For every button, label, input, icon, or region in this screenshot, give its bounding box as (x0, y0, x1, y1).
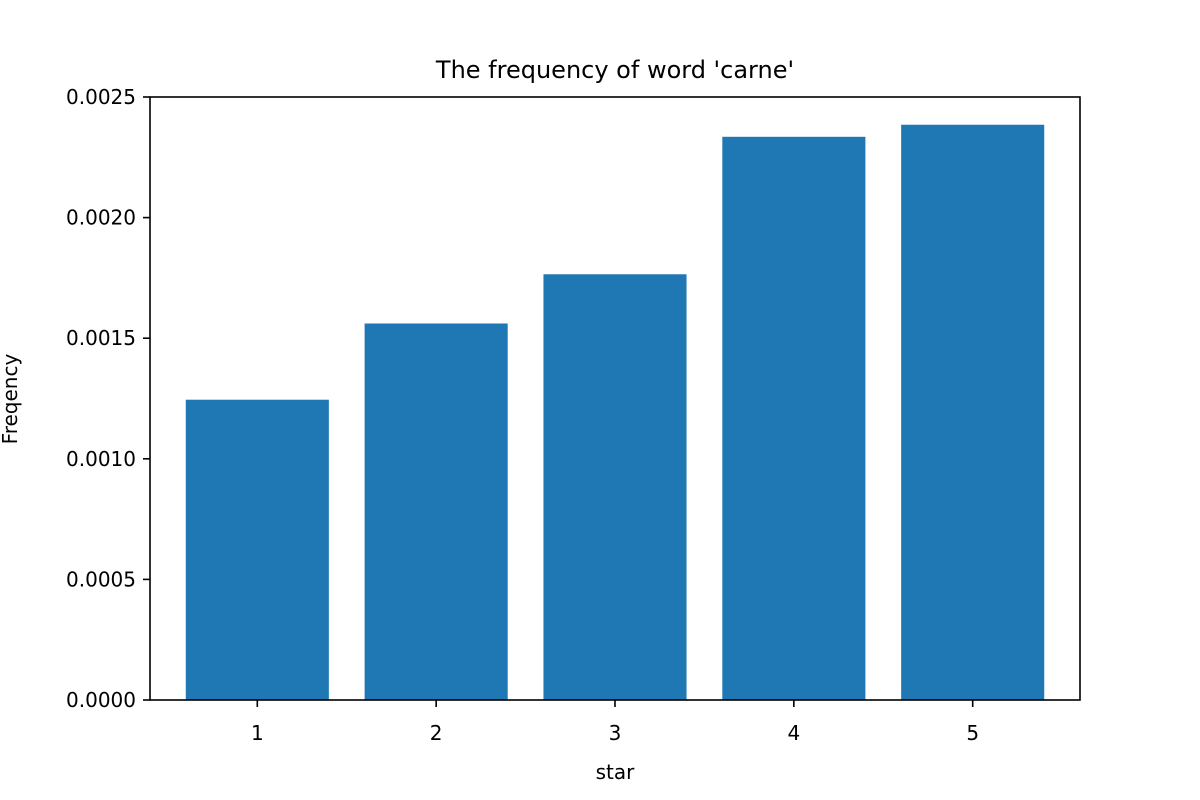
x-tick-label: 4 (787, 721, 800, 745)
bar-star-1 (185, 399, 329, 700)
bar-star-3 (543, 274, 687, 700)
chart-title: The frequency of word 'carne' (435, 56, 794, 84)
x-tick-label: 1 (251, 721, 264, 745)
y-tick-label: 0.0010 (66, 447, 136, 471)
y-tick-label: 0.0000 (66, 688, 136, 712)
x-tick-label: 3 (609, 721, 622, 745)
bar-star-2 (364, 323, 508, 700)
y-tick-label: 0.0015 (66, 326, 136, 350)
bar-star-5 (901, 124, 1045, 701)
y-axis-label: Freqency (0, 354, 22, 445)
bar-star-4 (722, 136, 866, 701)
axes-frame (149, 96, 1081, 701)
x-axis-label: star (596, 760, 636, 784)
x-tick-label: 5 (966, 721, 979, 745)
y-tick-label: 0.0005 (66, 567, 136, 591)
x-tick-label: 2 (430, 721, 443, 745)
y-tick-label: 0.0020 (66, 206, 136, 230)
y-tick-label: 0.0025 (66, 85, 136, 109)
ticks-layer: 1 2 3 4 5 0.0000 0.0005 0.0010 0.0015 0.0020 0.002… (66, 85, 979, 745)
bars-layer (185, 124, 1045, 701)
